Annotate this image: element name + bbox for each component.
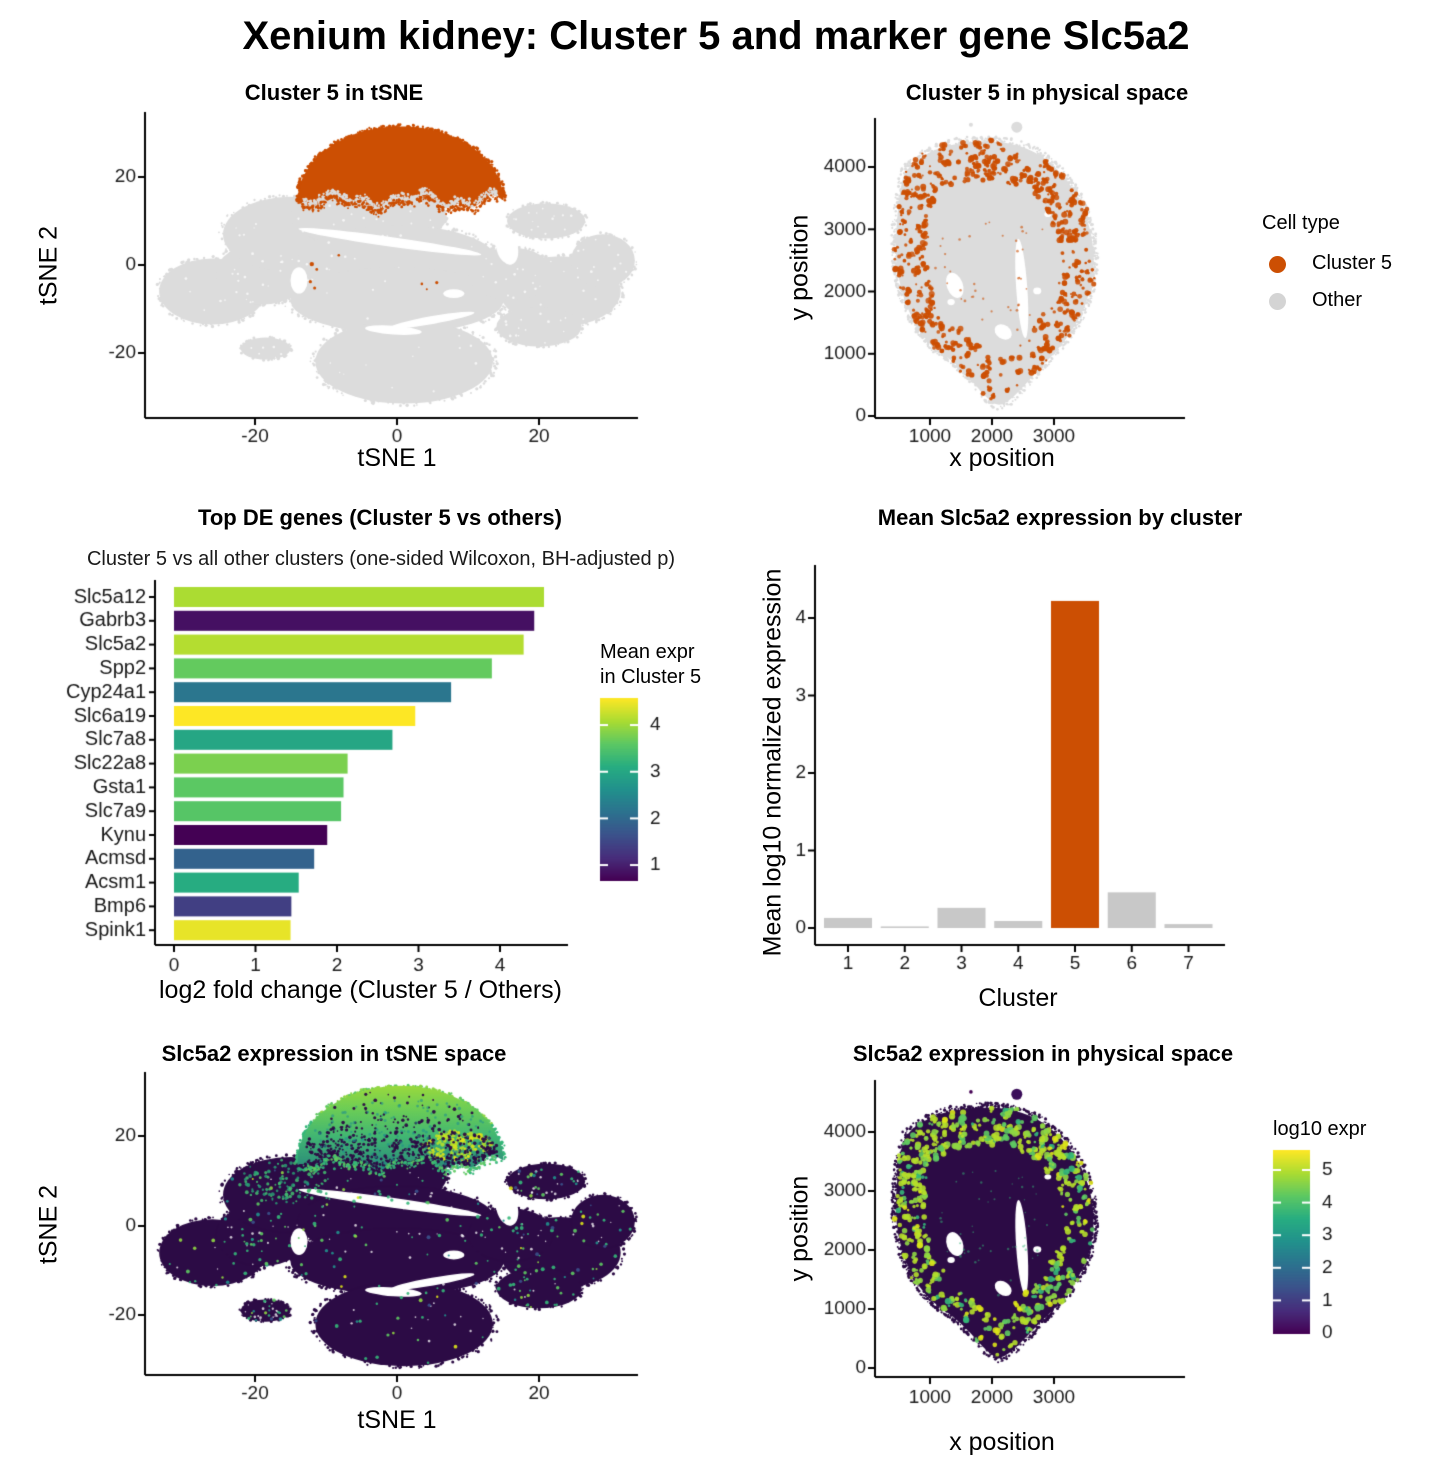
expr-by-cluster-y-axis-label: Mean log10 normalized expression (758, 568, 787, 957)
panel-physical-cluster-title: Cluster 5 in physical space (905, 80, 1189, 105)
main-title: Xenium kidney: Cluster 5 and marker gene… (242, 14, 1190, 58)
tsne-expr-x-axis-label: tSNE 1 (357, 1406, 437, 1434)
panel-expr-by-cluster-title: Mean Slc5a2 expression by cluster (877, 505, 1243, 530)
tsne-expr-y-axis-label: tSNE 2 (34, 1184, 63, 1265)
de-genes-x-axis-label: log2 fold change (Cluster 5 / Others) (159, 976, 562, 1004)
panel-tsne-expr-title: Slc5a2 expression in tSNE space (161, 1041, 507, 1066)
mean-expr-colorbar-title-line1: Mean expr (600, 641, 695, 663)
physical-cluster-x-axis-label: x position (949, 444, 1055, 472)
tsne-cluster-x-axis-label: tSNE 1 (357, 444, 437, 472)
legend-item-other: Other (1312, 289, 1363, 311)
legend-item-cluster5: Cluster 5 (1312, 252, 1393, 274)
log10-expr-colorbar-title: log10 expr (1273, 1118, 1367, 1140)
physical-expr-y-axis-label: y position (785, 1175, 814, 1282)
expr-by-cluster-x-axis-label: Cluster (978, 984, 1058, 1012)
legend-swatch-cluster5 (1269, 256, 1286, 273)
panel-physical-expr-title: Slc5a2 expression in physical space (852, 1041, 1234, 1066)
panel-tsne-cluster-title: Cluster 5 in tSNE (244, 80, 424, 105)
physical-expr-x-axis-label: x position (949, 1428, 1055, 1456)
panel-de-genes-title: Top DE genes (Cluster 5 vs others) (198, 505, 562, 530)
cell-type-legend-title: Cell type (1262, 212, 1340, 234)
panel-de-genes-subtitle: Cluster 5 vs all other clusters (one-sid… (86, 548, 676, 570)
mean-expr-colorbar-title-line2: in Cluster 5 (600, 666, 702, 688)
legend-swatch-other (1269, 293, 1286, 310)
physical-cluster-y-axis-label: y position (785, 214, 814, 321)
tsne-cluster-y-axis-label: tSNE 2 (34, 225, 63, 306)
